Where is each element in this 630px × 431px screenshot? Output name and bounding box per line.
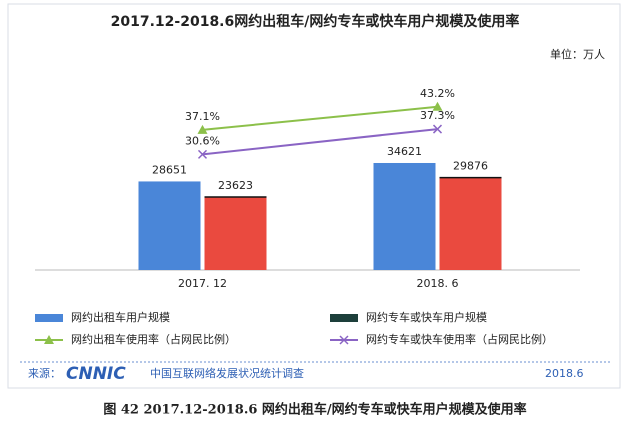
line-marker xyxy=(432,101,443,111)
data-label: 28651 xyxy=(152,163,187,176)
legend-swatch xyxy=(35,314,63,322)
unit-label: 单位：万人 xyxy=(550,47,605,61)
x-tick-label: 2017. 12 xyxy=(178,277,227,290)
legend-label: 网约专车或快车用户规模 xyxy=(366,310,487,324)
bar xyxy=(138,181,201,270)
data-label: 34621 xyxy=(387,145,422,158)
line-marker xyxy=(197,149,208,159)
chart-frame xyxy=(7,3,621,389)
bar xyxy=(204,196,267,270)
bar xyxy=(439,177,502,270)
line-marker xyxy=(197,124,208,134)
line-marker xyxy=(339,335,349,345)
chart-title: 2017.12-2018.6网约出租车/网约专车或快车用户规模及使用率 xyxy=(111,13,520,30)
caption: 图 42 2017.12-2018.6 网约出租车/网约专车或快车用户规模及使用… xyxy=(103,402,526,418)
data-label: 43.2% xyxy=(420,87,455,100)
line xyxy=(202,128,438,156)
data-label: 30.6% xyxy=(185,134,220,147)
legend-label: 网约出租车用户规模 xyxy=(71,310,170,324)
line xyxy=(202,105,438,131)
source-date: 2018.6 xyxy=(545,367,584,380)
legend-label: 网约出租车使用率（占网民比例） xyxy=(71,332,236,346)
data-label: 37.1% xyxy=(185,110,220,123)
legend-label: 网约专车或快车使用率（占网民比例） xyxy=(366,332,553,346)
source-logo: CNNIC xyxy=(66,364,126,384)
line-marker xyxy=(44,335,54,344)
data-label: 23623 xyxy=(218,179,253,192)
source-text: 中国互联网络发展状况统计调查 xyxy=(150,366,304,380)
line-marker xyxy=(432,124,443,134)
data-label: 29876 xyxy=(453,160,488,173)
data-label: 37.3% xyxy=(420,109,455,122)
x-tick-label: 2018. 6 xyxy=(417,277,459,290)
source-label: 来源： xyxy=(28,366,61,380)
bar xyxy=(373,162,436,270)
legend-swatch xyxy=(330,314,358,322)
